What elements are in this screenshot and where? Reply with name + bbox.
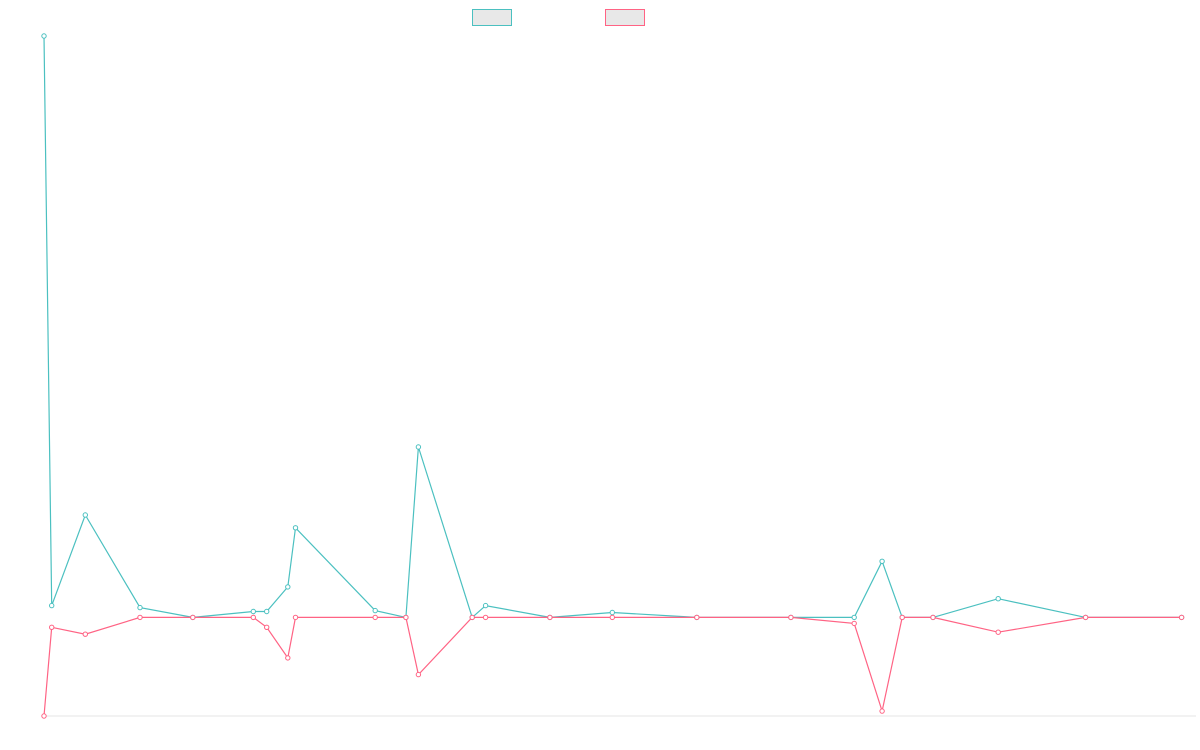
data-point[interactable] [995,596,1001,602]
data-point[interactable] [482,614,489,621]
data-point[interactable] [609,614,615,621]
series-2 [41,614,1185,719]
data-point[interactable] [285,584,291,590]
data-point[interactable] [1082,614,1089,621]
series-1 [41,33,1185,621]
data-point[interactable] [694,614,700,621]
data-point[interactable] [372,614,378,621]
data-point[interactable] [995,629,1001,635]
data-point[interactable] [851,614,857,621]
data-point[interactable] [899,614,905,621]
data-point[interactable] [82,631,89,637]
data-point[interactable] [137,614,143,621]
data-point[interactable] [879,558,885,564]
legend [472,9,645,26]
data-point[interactable] [547,614,553,621]
data-point[interactable] [264,608,270,615]
data-point[interactable] [250,614,257,621]
data-point[interactable] [292,614,299,621]
data-point[interactable] [879,708,885,714]
data-point[interactable] [292,525,299,531]
series-layer [41,33,1185,719]
data-point[interactable] [415,444,422,450]
legend-swatch-2[interactable] [605,9,645,26]
series-1-line [43,35,1182,619]
data-point[interactable] [250,608,257,615]
data-point[interactable] [49,602,55,609]
data-point[interactable] [49,624,55,630]
data-point[interactable] [190,614,196,621]
data-point[interactable] [285,655,291,661]
data-point[interactable] [372,607,378,614]
data-point[interactable] [137,604,143,611]
data-point[interactable] [415,671,422,678]
data-point[interactable] [482,602,489,609]
data-point[interactable] [403,614,409,621]
data-point[interactable] [469,614,475,621]
data-point[interactable] [82,512,89,518]
legend-swatch-1[interactable] [472,9,512,26]
data-point[interactable] [609,609,615,616]
data-point[interactable] [264,624,270,630]
data-point[interactable] [41,713,47,719]
data-point[interactable] [1178,614,1185,621]
data-point[interactable] [788,614,794,621]
data-point[interactable] [41,33,47,39]
series-2-line [43,616,1182,717]
data-point[interactable] [930,614,936,621]
data-point[interactable] [851,620,857,627]
